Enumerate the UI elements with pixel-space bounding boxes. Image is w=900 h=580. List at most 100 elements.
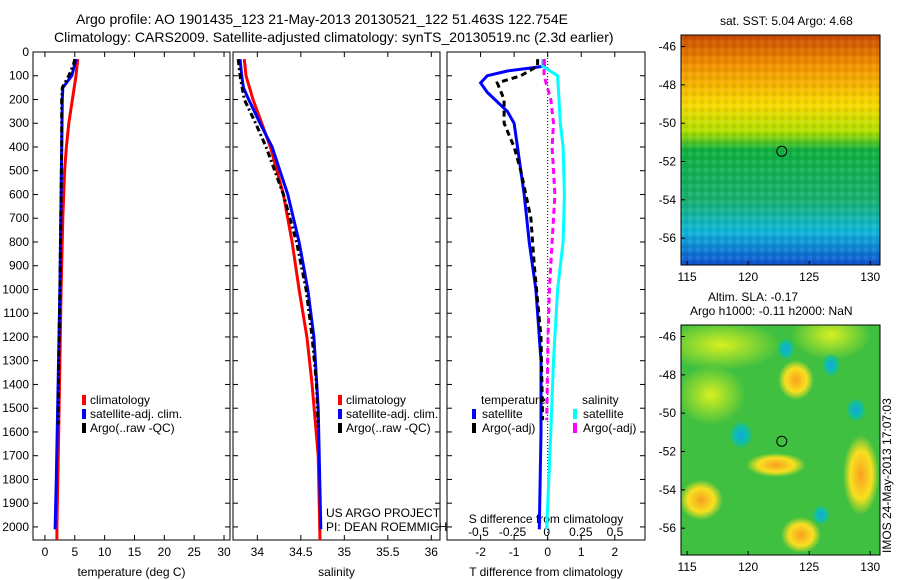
legend-title: temperature	[481, 393, 546, 407]
depth-tick-label: 900	[9, 259, 29, 273]
series-line-salinity-argo-adj-	[542, 59, 557, 421]
legend-swatch	[82, 423, 86, 433]
x-tick-label: 35.5	[376, 545, 400, 559]
lat-tick-label: -46	[659, 330, 677, 344]
depth-tick-label: 2000	[2, 520, 29, 534]
series-line-satellite-adj-clim-	[238, 58, 323, 530]
sla-map-subtitle: Argo h1000: -0.11 h2000: NaN	[690, 304, 853, 318]
salinity-panel: 34 34.5 35 35.5 36 salinity climatologysatelli…	[232, 51, 441, 579]
x-tick-label: -1	[509, 545, 520, 559]
depth-tick-label: 100	[9, 69, 29, 83]
credit-line-2: PI: DEAN ROEMMICH	[326, 520, 447, 534]
legend-label: Argo(-adj)	[583, 421, 636, 435]
x-tick-label: -2	[475, 545, 486, 559]
lat-tick-label: -52	[659, 445, 677, 459]
depth-tick-label: 1000	[2, 282, 29, 296]
x-tick-label: 0	[42, 545, 49, 559]
legend-swatch	[573, 423, 577, 433]
lon-tick-label: 115	[678, 270, 697, 284]
x-tick-label: 30	[217, 545, 231, 559]
series-line-climatology	[55, 58, 80, 540]
x2-tick-label: -0.5	[468, 525, 489, 539]
depth-tick-label: 800	[9, 235, 29, 249]
lon-tick-label: 115	[678, 560, 697, 574]
x2-tick-label: 0.25	[569, 525, 593, 539]
x-tick-label: 2	[611, 545, 618, 559]
panel-frame	[446, 51, 646, 541]
imos-stamp: IMOS 24-May-2013 17:07:03	[880, 398, 894, 553]
series-line-argo-raw-qc-	[56, 58, 77, 425]
depth-tick-label: 1500	[2, 401, 29, 415]
depth-tick-label: 1100	[3, 306, 29, 320]
sla-map-title: Altim. SLA: -0.17	[708, 290, 798, 304]
lat-tick-label: -52	[659, 155, 677, 169]
x-tick-label: 1	[578, 545, 585, 559]
x-tick-label: 20	[158, 545, 172, 559]
panel-frame	[32, 51, 231, 541]
x-tick-label: 5	[71, 545, 78, 559]
argo-position-marker	[776, 435, 788, 447]
legend-label: satellite	[482, 407, 523, 421]
legend-swatch	[472, 423, 476, 433]
x-axis-label: temperature (deg C)	[77, 565, 185, 579]
depth-tick-label: 1600	[2, 425, 29, 439]
lat-tick-label: -56	[659, 231, 677, 245]
lat-tick-label: -50	[659, 116, 677, 130]
title-line-1: Argo profile: AO 1901435_123 21-May-2013…	[76, 11, 568, 27]
x2-tick-label: 0	[543, 525, 550, 539]
sst-map-axes: 115 120 125 130 -46 -48 -50 -52 -54 -56	[659, 40, 881, 285]
depth-tick-label: 1400	[2, 377, 29, 391]
lon-tick-label: 120	[738, 560, 758, 574]
depth-tick-label: 1200	[2, 330, 29, 344]
x-tick-label: 34	[251, 545, 265, 559]
legend-label: Argo(-adj)	[482, 421, 535, 435]
depth-tick-label: 700	[9, 211, 29, 225]
legend-label: Argo(..raw -QC)	[346, 421, 431, 435]
legend-label: satellite-adj. clim.	[346, 407, 438, 421]
x-tick-label: 34.5	[289, 545, 313, 559]
sla-map	[680, 324, 881, 556]
depth-tick-label: 300	[9, 116, 29, 130]
depth-tick-label: 500	[9, 164, 29, 178]
lat-tick-label: -54	[659, 483, 677, 497]
depth-tick-label: 1900	[2, 496, 29, 510]
x2-tick-label: -0.25	[499, 525, 527, 539]
lat-tick-label: -50	[659, 406, 677, 420]
legend-swatch	[573, 409, 577, 419]
panel-frame	[232, 51, 441, 541]
depth-tick-label: 1800	[2, 472, 29, 486]
lon-tick-label: 130	[860, 560, 880, 574]
legend-label: Argo(..raw -QC)	[90, 421, 175, 435]
lat-tick-label: -56	[659, 521, 677, 535]
sla-map-axes: 115 120 125 130 -46 -48 -50 -52 -54 -56	[659, 330, 881, 575]
lon-tick-label: 125	[799, 560, 819, 574]
sst-map-title: sat. SST: 5.04 Argo: 4.68	[720, 14, 853, 28]
lon-tick-label: 120	[738, 270, 758, 284]
sst-heatmap-texture	[681, 35, 880, 265]
legend: temperature salinitysatelliteArgo(-adj)sa…	[472, 393, 636, 435]
series-line-argo-raw-qc-	[236, 58, 320, 428]
legend-title: salinity	[582, 393, 619, 407]
legend-label: satellite-adj. clim.	[90, 407, 182, 421]
lat-tick-label: -46	[659, 40, 677, 54]
depth-tick-label: 600	[9, 187, 29, 201]
title-line-2: Climatology: CARS2009. Satellite-adjuste…	[54, 29, 614, 45]
temperature-panel: 0100200300400500600700800900100011001200…	[2, 45, 231, 579]
difference-panel: -2 -1 0 1 2 T difference from climatology -0.5…	[446, 51, 646, 579]
depth-tick-label: 1700	[2, 449, 29, 463]
lat-tick-label: -48	[659, 78, 677, 92]
legend-label: climatology	[346, 393, 406, 407]
sst-map	[680, 34, 881, 266]
depth-tick-label: 200	[9, 92, 29, 106]
lat-tick-label: -48	[659, 368, 677, 382]
depth-tick-label: 0	[22, 45, 29, 59]
lon-tick-label: 130	[860, 270, 880, 284]
credit-line-1: US ARGO PROJECT	[326, 506, 441, 520]
x-tick-label: 15	[128, 545, 142, 559]
x-axis-label: T difference from climatology	[469, 565, 623, 579]
x-axis-label: salinity	[318, 565, 355, 579]
argo-position-marker	[776, 145, 788, 157]
